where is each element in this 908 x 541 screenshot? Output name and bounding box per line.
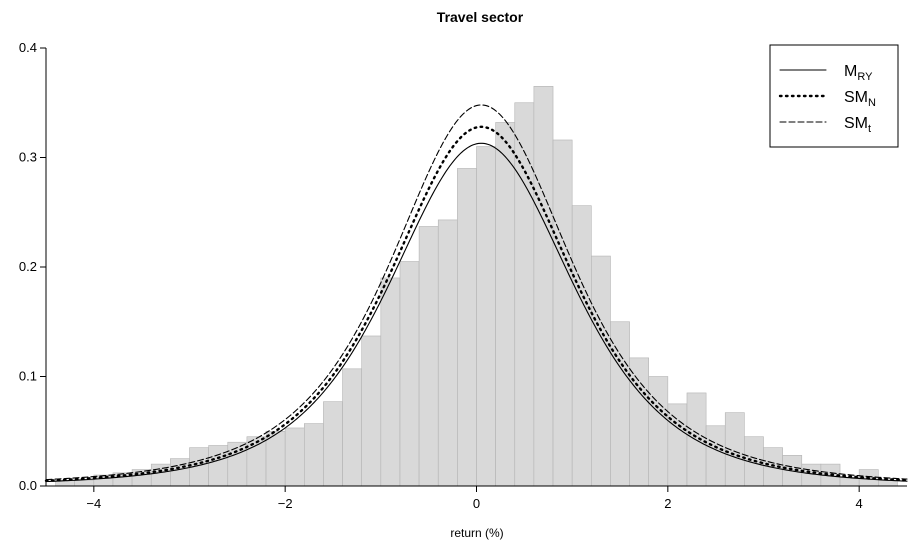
histogram-bar xyxy=(437,219,458,487)
y-tick-label: 0.4 xyxy=(19,40,37,55)
histogram-bar xyxy=(418,226,439,487)
histogram-bar xyxy=(667,403,688,487)
histogram-bar xyxy=(457,168,477,487)
histogram-bar xyxy=(380,277,401,487)
histogram-bar xyxy=(552,139,573,487)
histogram-bar xyxy=(514,102,535,487)
legend-label: MRY xyxy=(844,63,873,83)
histogram-bar xyxy=(227,441,248,487)
histogram-bar xyxy=(342,368,363,487)
histogram-bar xyxy=(705,425,726,487)
density-lines xyxy=(44,104,908,483)
x-axis-label: return (%) xyxy=(450,526,503,540)
histogram-bar xyxy=(877,480,898,487)
histogram-bar xyxy=(74,480,95,487)
histogram-bar xyxy=(303,423,324,487)
y-tick-label: 0.3 xyxy=(19,150,37,165)
histogram-bar xyxy=(648,376,669,487)
y-tick-label: 0.2 xyxy=(19,259,37,274)
x-tick-label: −4 xyxy=(86,496,101,511)
histogram-bar xyxy=(533,86,554,487)
histogram-bar xyxy=(590,255,611,487)
histogram-bar xyxy=(571,205,592,487)
x-tick-label: 0 xyxy=(473,496,480,511)
y-tick-label: 0.0 xyxy=(19,478,37,493)
histogram-bar xyxy=(323,401,343,487)
histogram-bar xyxy=(399,261,420,487)
x-tick-label: 4 xyxy=(856,496,863,511)
density-line-mry xyxy=(45,142,908,483)
legend-label: SMN xyxy=(844,89,876,109)
histogram-bar xyxy=(361,335,382,487)
density-line-smn xyxy=(44,125,908,482)
histogram-bar xyxy=(476,146,496,487)
legend-label: SMt xyxy=(844,115,871,135)
histogram-bar xyxy=(284,427,305,487)
histogram-bar xyxy=(686,392,707,487)
y-tick-label: 0.1 xyxy=(19,369,37,384)
histogram-bar xyxy=(495,122,516,487)
histogram-bar xyxy=(208,445,229,487)
histogram-bar xyxy=(246,436,267,487)
x-tick-label: 2 xyxy=(664,496,671,511)
histogram-bar xyxy=(170,458,190,487)
y-axis: 0.0 0.1 0.2 0.3 0.4 xyxy=(19,40,47,493)
density-line-smt xyxy=(45,104,908,481)
histogram-bar xyxy=(629,357,649,487)
chart-title: Travel sector xyxy=(437,9,524,25)
legend-box xyxy=(769,44,899,148)
x-axis: −4 −2 0 2 4 xyxy=(46,485,907,511)
x-tick-label: −2 xyxy=(278,496,293,511)
legend: MRY SMN SMt xyxy=(769,44,899,148)
histogram-bar xyxy=(265,430,286,487)
histogram-bar xyxy=(610,321,630,487)
